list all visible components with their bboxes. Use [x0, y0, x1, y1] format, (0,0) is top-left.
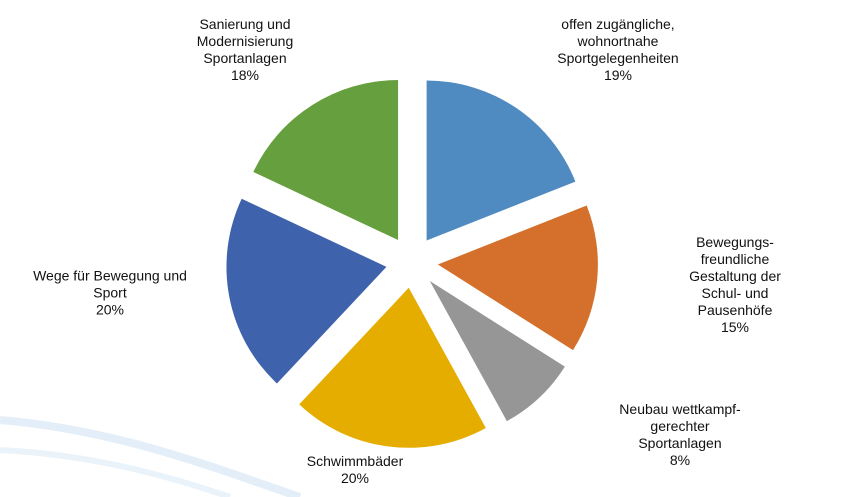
background-swoosh — [0, 416, 302, 497]
category-label: Sanierung und Modernisierung Sportanlage… — [196, 16, 294, 66]
value-label: 20% — [340, 470, 370, 486]
pie-slice — [429, 280, 565, 422]
pie-slice — [437, 205, 598, 351]
slice-label: Neubau wettkampf-gerechter Sportanlagen 8… — [599, 401, 761, 469]
value-label: 20% — [95, 301, 125, 318]
category-label: Bewegungs-freundliche Gestaltung der Sch… — [689, 234, 781, 318]
value-label: 19% — [603, 67, 633, 83]
pie-slice — [426, 80, 576, 241]
value-label: 8% — [669, 452, 691, 468]
slice-label: Wege für Bewegung und Sport 20% — [33, 268, 187, 319]
slice-label: Schwimmbäder 20% — [307, 453, 403, 487]
slice-label: Bewegungs-freundliche Gestaltung der Sch… — [682, 234, 789, 336]
pie-slice — [253, 80, 399, 241]
value-label: 15% — [720, 319, 750, 335]
background-swoosh — [0, 447, 231, 497]
pie-slice — [299, 287, 486, 448]
pie-slice — [226, 198, 387, 384]
slice-label: offen zugängliche, wohnortnahe Sportgele… — [557, 16, 678, 84]
value-label: 18% — [230, 67, 260, 83]
category-label: Wege für Bewegung und Sport — [33, 267, 187, 301]
category-label: Neubau wettkampf-gerechter Sportanlagen — [619, 401, 741, 451]
category-label: Schwimmbäder — [306, 453, 404, 469]
category-label: offen zugängliche, wohnortnahe Sportgele… — [557, 16, 679, 66]
slice-label: Sanierung und Modernisierung Sportanlage… — [197, 16, 294, 84]
